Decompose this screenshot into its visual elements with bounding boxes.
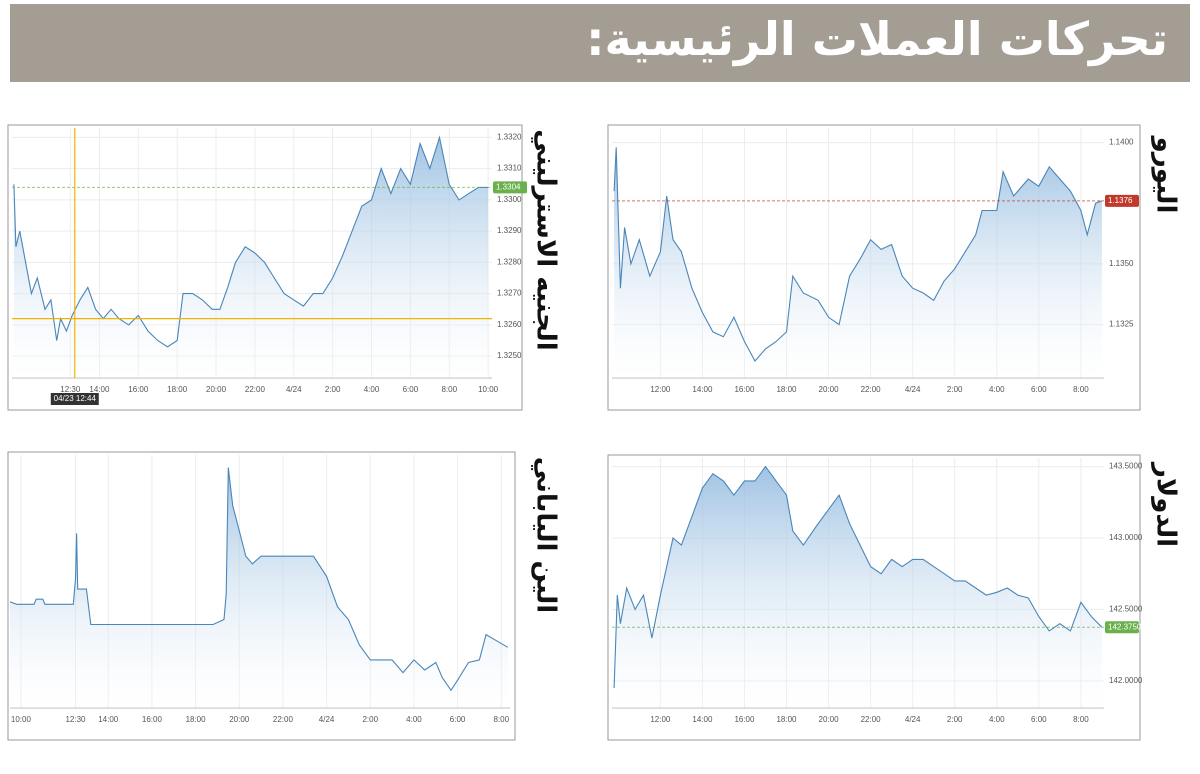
x-tick-label: 18:00: [776, 385, 797, 394]
price-line: [13, 135, 489, 348]
x-tick-label: 20:00: [206, 385, 227, 394]
y-tick-label: 142.0000: [1109, 676, 1143, 685]
x-tick-label: 16:00: [128, 385, 149, 394]
x-tick-label: 6:00: [1031, 385, 1047, 394]
last-value-label: 1.3304: [496, 182, 521, 191]
x-tick-label: 22:00: [245, 385, 266, 394]
y-tick-label: 1.3320: [497, 132, 522, 141]
x-tick-label: 6:00: [403, 385, 419, 394]
y-tick-label: 143.5000: [1109, 462, 1143, 471]
x-tick-label: 16:00: [142, 715, 163, 724]
x-tick-label: 18:00: [167, 385, 188, 394]
x-tick-label: 18:00: [186, 715, 207, 724]
x-tick-label: 22:00: [273, 715, 294, 724]
x-tick-label: 14:00: [89, 385, 110, 394]
y-tick-label: 142.5000: [1109, 605, 1143, 614]
y-tick-label: 1.1350: [1109, 259, 1134, 268]
x-tick-label: 4/24: [905, 385, 921, 394]
area-fill: [13, 137, 489, 378]
x-tick-label: 20:00: [229, 715, 250, 724]
x-tick-label: 4:00: [989, 385, 1005, 394]
x-tick-label: 20:00: [819, 385, 840, 394]
x-tick-label: 2:00: [325, 385, 341, 394]
x-tick-label: 14:00: [692, 715, 713, 724]
x-tick-label: 14:00: [98, 715, 119, 724]
crosshair-tag: [50, 393, 99, 405]
y-tick-label: 1.3260: [497, 320, 522, 329]
header-title: تحركات العملات الرئيسية:: [586, 12, 1168, 66]
crosshair-label: 04/23 12:44: [54, 394, 97, 403]
x-tick-label: 8:00: [441, 385, 457, 394]
header: تحركات العملات الرئيسية:: [10, 4, 1190, 82]
x-tick-label: 8:00: [1073, 385, 1089, 394]
x-tick-label: 4/24: [319, 715, 335, 724]
last-value-label: 142.3750: [1108, 622, 1142, 631]
x-tick-label: 20:00: [819, 715, 840, 724]
x-tick-label: 22:00: [861, 715, 882, 724]
chart-title: الدولار: [1151, 461, 1181, 547]
x-tick-label: 4:00: [406, 715, 422, 724]
x-tick-label: 2:00: [362, 715, 378, 724]
x-tick-label: 16:00: [734, 385, 755, 394]
x-tick-label: 6:00: [450, 715, 466, 724]
x-tick-label: 8:00: [493, 715, 509, 724]
x-tick-label: 16:00: [734, 715, 755, 724]
last-value-marker: [493, 181, 527, 194]
y-tick-label: 1.3250: [497, 351, 522, 360]
x-tick-label: 10:00: [478, 385, 499, 394]
chart-title: اليورو: [1151, 135, 1181, 214]
y-tick-label: 1.3280: [497, 257, 522, 266]
x-tick-label: 2:00: [947, 385, 963, 394]
last-value-label: 1.1376: [1108, 196, 1133, 205]
last-value-marker: [1105, 621, 1139, 634]
x-tick-label: 12:00: [650, 715, 671, 724]
x-tick-label: 12:30: [60, 385, 81, 394]
x-tick-label: 4:00: [989, 715, 1005, 724]
x-tick-label: 12:00: [650, 385, 671, 394]
chart-title: الجنيه الاسترليني: [531, 129, 561, 350]
x-tick-label: 10:00: [11, 715, 32, 724]
y-tick-label: 1.3290: [497, 226, 522, 235]
x-tick-label: 12:30: [65, 715, 86, 724]
price-line: [9, 467, 509, 692]
area-fill: [10, 467, 508, 708]
y-tick-label: 1.1325: [1109, 320, 1134, 329]
x-tick-label: 4/24: [286, 385, 302, 394]
x-tick-label: 4:00: [364, 385, 380, 394]
price-line: [613, 147, 1103, 362]
last-value-marker: [1105, 194, 1139, 207]
x-tick-label: 6:00: [1031, 715, 1047, 724]
x-tick-label: 22:00: [861, 385, 882, 394]
y-tick-label: 1.3270: [497, 289, 522, 298]
x-tick-label: 2:00: [947, 715, 963, 724]
x-tick-label: 8:00: [1073, 715, 1089, 724]
x-tick-label: 18:00: [776, 715, 797, 724]
x-tick-label: 4/24: [905, 715, 921, 724]
x-tick-label: 14:00: [692, 385, 713, 394]
y-tick-label: 1.3310: [497, 164, 522, 173]
y-tick-label: 143.0000: [1109, 533, 1143, 542]
chart-title: الين الياباني: [531, 457, 561, 613]
price-line: [613, 465, 1103, 689]
area-fill: [614, 466, 1102, 708]
y-tick-label: 1.3300: [497, 195, 522, 204]
y-tick-label: 1.1400: [1109, 138, 1134, 147]
